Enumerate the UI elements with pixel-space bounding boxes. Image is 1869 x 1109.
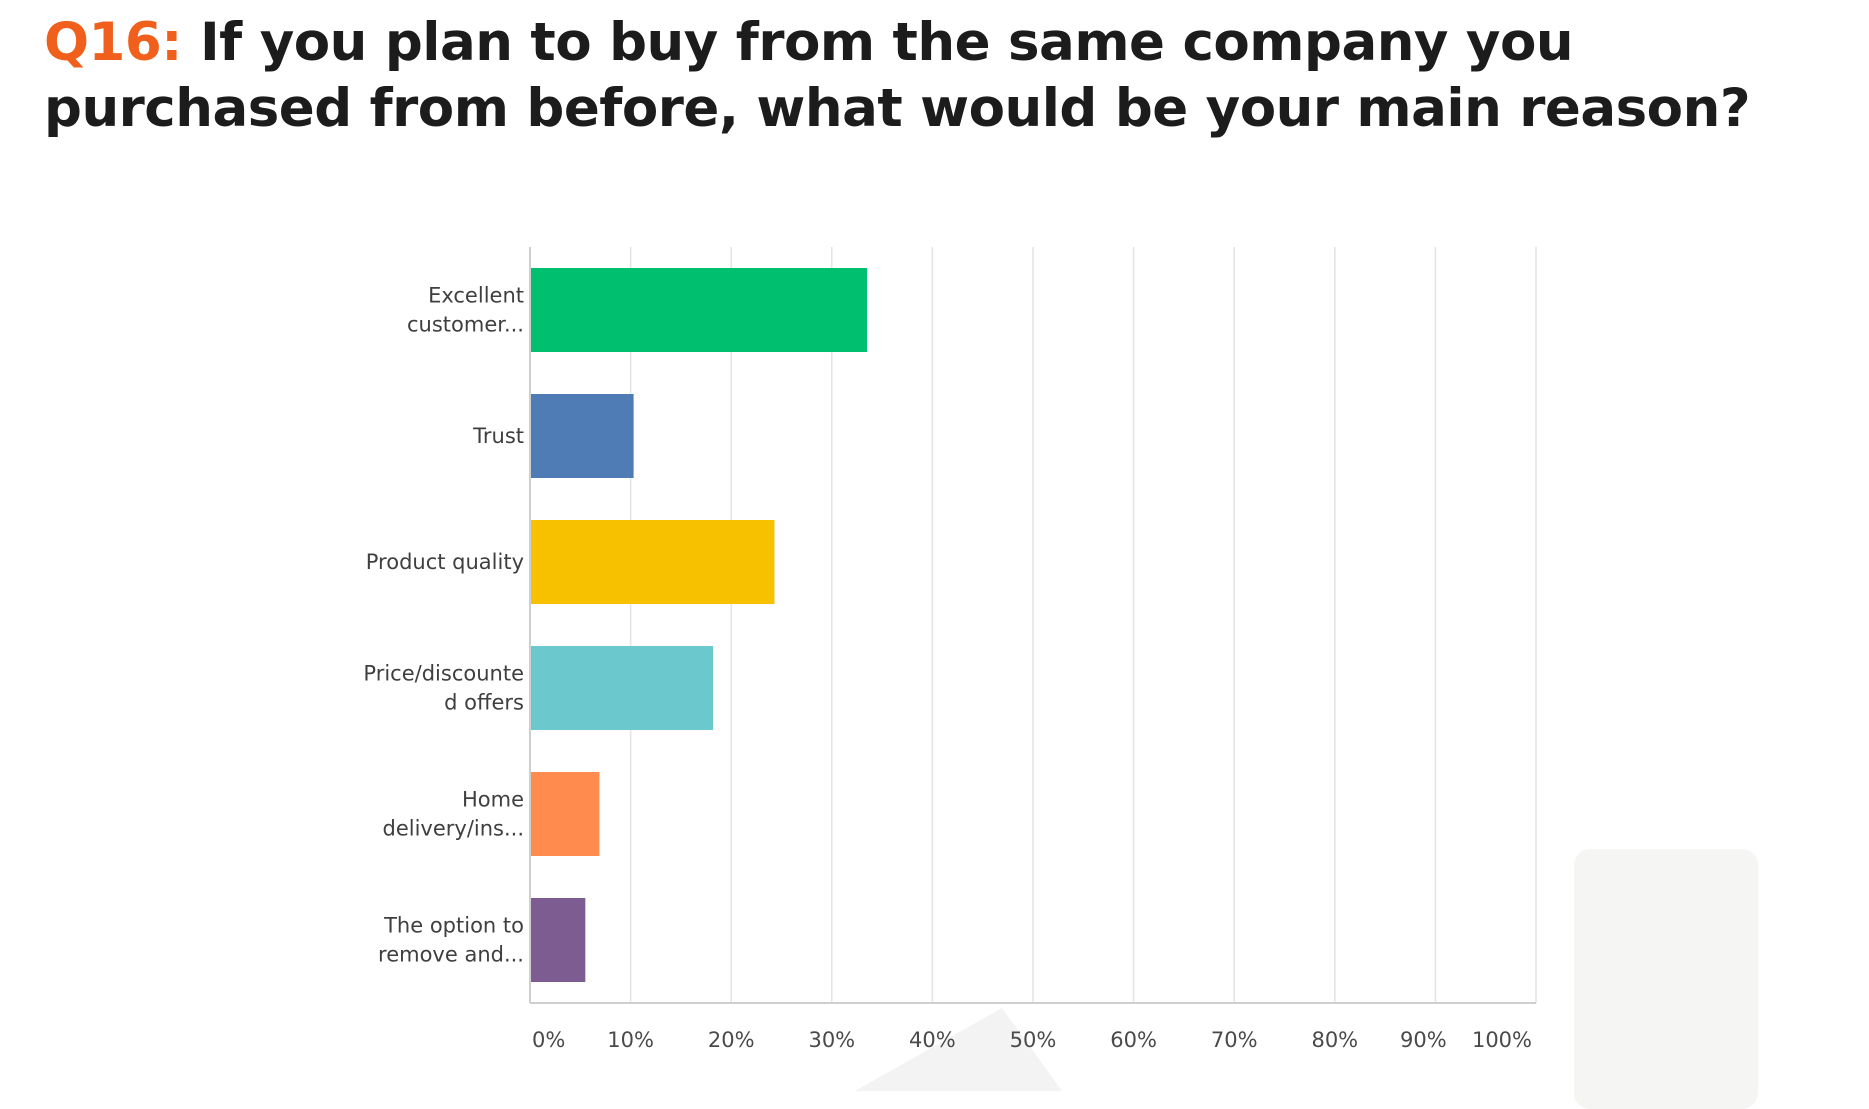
question-number: Q16: bbox=[44, 12, 183, 73]
tick-label: 40% bbox=[909, 1028, 956, 1052]
tick-label: 90% bbox=[1400, 1028, 1447, 1052]
category-label: Price/discounte bbox=[363, 662, 524, 686]
page-title: Q16: If you plan to buy from the same co… bbox=[44, 10, 1844, 142]
category-label: Home bbox=[462, 788, 524, 812]
bar bbox=[531, 394, 634, 478]
bar bbox=[531, 268, 868, 352]
category-label: d offers bbox=[444, 691, 524, 715]
tick-label: 0% bbox=[532, 1028, 565, 1052]
tick-label: 100% bbox=[1472, 1028, 1532, 1052]
tick-label: 60% bbox=[1110, 1028, 1157, 1052]
category-label: customer... bbox=[407, 313, 524, 337]
bar bbox=[531, 898, 586, 982]
tick-label: 10% bbox=[607, 1028, 654, 1052]
category-label: remove and... bbox=[378, 943, 524, 967]
category-label: delivery/ins... bbox=[382, 817, 524, 841]
category-label: Product quality bbox=[366, 550, 524, 574]
bar bbox=[531, 520, 775, 604]
decorative-card bbox=[1574, 849, 1758, 1109]
bar bbox=[531, 772, 600, 856]
question-text: If you plan to buy from the same company… bbox=[44, 12, 1751, 139]
tick-label: 50% bbox=[1010, 1028, 1057, 1052]
category-label: Trust bbox=[472, 424, 524, 448]
category-label: The option to bbox=[383, 914, 524, 938]
tick-label: 30% bbox=[808, 1028, 855, 1052]
category-label: Excellent bbox=[428, 284, 524, 308]
tick-label: 20% bbox=[708, 1028, 755, 1052]
bar bbox=[531, 646, 714, 730]
tick-label: 70% bbox=[1211, 1028, 1258, 1052]
tick-label: 80% bbox=[1311, 1028, 1358, 1052]
